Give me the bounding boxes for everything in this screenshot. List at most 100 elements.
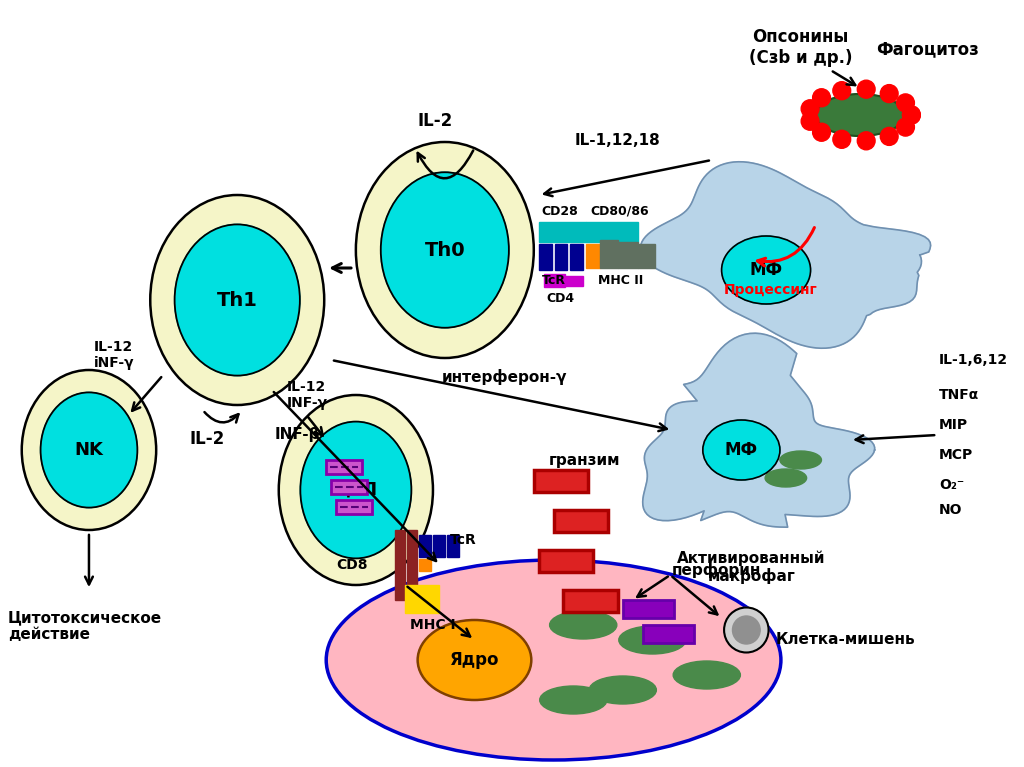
Text: CD80/86: CD80/86 [590, 205, 649, 218]
Bar [554, 510, 608, 532]
Polygon shape [640, 162, 931, 348]
Bar [638, 244, 655, 268]
Ellipse shape [780, 451, 821, 469]
Ellipse shape [41, 393, 137, 508]
Text: Фагоцитоз: Фагоцитоз [876, 40, 979, 58]
Bar [539, 222, 586, 242]
Text: Клетка-мишень: Клетка-мишень [776, 633, 915, 647]
Bar [544, 274, 565, 287]
Ellipse shape [175, 225, 300, 376]
Text: перфорин: перфорин [672, 562, 762, 578]
Text: МФ: МФ [725, 441, 758, 459]
Bar [586, 222, 638, 242]
Text: MHC II: MHC II [598, 274, 643, 287]
Text: MCP: MCP [939, 448, 974, 462]
Ellipse shape [722, 236, 811, 304]
Text: CD28: CD28 [542, 205, 579, 218]
Circle shape [881, 127, 898, 146]
Text: Активированный
макрофаг: Активированный макрофаг [677, 550, 825, 584]
Bar [600, 240, 617, 268]
Text: IL-2: IL-2 [418, 112, 453, 130]
Ellipse shape [356, 142, 534, 358]
Text: INF-β: INF-β [274, 427, 321, 443]
Text: IL-2: IL-2 [190, 430, 225, 448]
Circle shape [732, 616, 760, 644]
Bar [406, 585, 439, 613]
Bar [563, 590, 617, 612]
Text: CD4: CD4 [547, 292, 574, 305]
Text: гранзим: гранзим [549, 453, 621, 468]
Ellipse shape [279, 395, 433, 585]
Bar [395, 530, 406, 600]
Text: NO: NO [939, 503, 963, 517]
Ellipse shape [589, 676, 656, 704]
Bar [555, 244, 567, 270]
Bar [327, 460, 361, 474]
Ellipse shape [702, 420, 780, 480]
Text: CD8: CD8 [336, 558, 368, 572]
Bar [534, 470, 588, 492]
Ellipse shape [300, 422, 412, 558]
Bar [586, 244, 600, 268]
Text: IL-1,6,12: IL-1,6,12 [939, 353, 1009, 367]
Bar [408, 530, 417, 600]
Text: МФ: МФ [750, 261, 782, 279]
Text: Опсонины
(Сзb и др.): Опсонины (Сзb и др.) [749, 28, 852, 67]
Circle shape [881, 84, 898, 103]
Text: интерферон-γ: интерферон-γ [441, 369, 567, 385]
Circle shape [813, 123, 830, 141]
Ellipse shape [327, 560, 781, 760]
Text: TcR: TcR [542, 274, 565, 287]
Circle shape [897, 118, 914, 136]
Circle shape [902, 106, 921, 124]
Ellipse shape [765, 469, 807, 487]
Ellipse shape [815, 94, 904, 136]
Ellipse shape [673, 661, 740, 689]
Circle shape [902, 106, 921, 124]
Text: MIP: MIP [939, 418, 969, 432]
Text: Th1: Th1 [217, 291, 258, 310]
Text: TNFα: TNFα [939, 388, 979, 402]
Bar [336, 500, 372, 514]
Text: IL-12
iNF-γ: IL-12 iNF-γ [94, 340, 134, 370]
Text: MHC I: MHC I [411, 618, 456, 632]
Text: NK: NK [75, 441, 103, 459]
Polygon shape [643, 333, 874, 527]
Bar [617, 242, 638, 268]
Circle shape [833, 130, 851, 148]
Bar [419, 535, 431, 557]
Ellipse shape [618, 626, 686, 654]
Ellipse shape [724, 607, 769, 653]
Ellipse shape [22, 370, 157, 530]
Ellipse shape [540, 686, 607, 714]
Ellipse shape [550, 611, 616, 639]
Ellipse shape [381, 173, 509, 328]
Ellipse shape [151, 195, 325, 405]
Bar [642, 625, 694, 643]
Text: Процессинг: Процессинг [724, 283, 818, 297]
Bar [570, 244, 584, 270]
Text: ЦТЛ: ЦТЛ [334, 481, 378, 499]
Text: Цитотоксическое
действие: Цитотоксическое действие [8, 610, 162, 643]
Circle shape [801, 100, 819, 118]
Text: TcR: TcR [450, 533, 476, 547]
Bar [419, 559, 431, 571]
Circle shape [857, 81, 876, 98]
Bar [433, 535, 444, 557]
Circle shape [813, 89, 830, 107]
Bar [565, 276, 584, 286]
Text: Ядро: Ядро [450, 651, 500, 669]
Circle shape [833, 82, 851, 100]
Text: IL-1,12,18: IL-1,12,18 [574, 133, 660, 148]
Text: IL-12
INF-γ: IL-12 INF-γ [287, 380, 328, 410]
Text: O₂⁻: O₂⁻ [939, 478, 965, 492]
Bar [331, 480, 367, 494]
Circle shape [857, 132, 876, 150]
Bar [446, 535, 459, 557]
Circle shape [801, 112, 819, 130]
Ellipse shape [418, 620, 531, 700]
Circle shape [897, 94, 914, 112]
Bar [623, 600, 674, 618]
Bar [539, 550, 593, 572]
Bar [539, 244, 552, 270]
